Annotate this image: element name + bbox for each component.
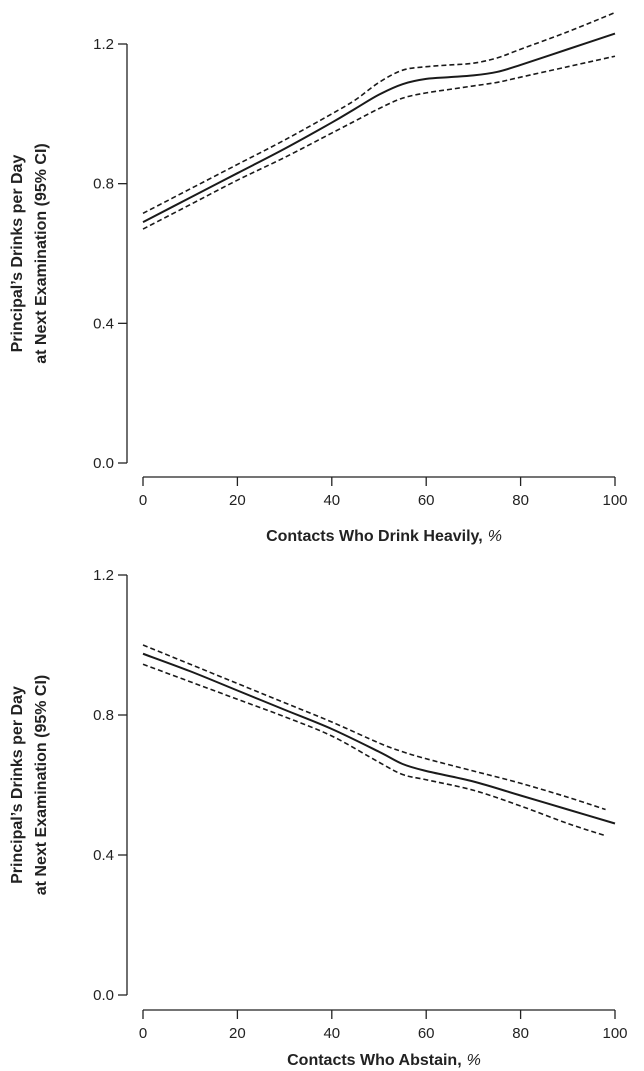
bottom-y-tick-label: 0.8 <box>93 707 114 724</box>
top-y-tick-label: 0.0 <box>93 455 114 472</box>
top-x-axis-title: Contacts Who Drink Heavily,% <box>266 528 502 545</box>
bottom-x-tick-label: 100 <box>602 1025 627 1042</box>
bottom-y-tick-label: 0.0 <box>93 987 114 1004</box>
bottom-x-axis-title-unit: % <box>467 1052 481 1069</box>
top-y-axis-title-line1: Principal’s Drinks per Day <box>9 155 26 353</box>
top-x-axis-title-text: Contacts Who Drink Heavily, <box>266 528 483 545</box>
bottom-y-tick-label: 0.4 <box>93 847 114 864</box>
bottom-x-tick-label: 20 <box>229 1025 246 1042</box>
bottom-y-axis-title-line2: at Next Examination (95% CI) <box>33 675 50 896</box>
bottom-x-tick-label: 80 <box>512 1025 529 1042</box>
top-chart: 0.0 0.4 0.8 1.2 0 20 40 60 80 100 Contacts Who Dri… <box>9 11 628 545</box>
bottom-ci-bound-line-1 <box>142 644 606 811</box>
top-y-tick-label: 0.8 <box>93 176 114 193</box>
bottom-y-axis-title-line1: Principal’s Drinks per Day <box>9 686 26 884</box>
bottom-x-tick-label: 0 <box>139 1025 147 1042</box>
top-x-axis-title-unit: % <box>488 528 502 545</box>
bottom-x-axis-title-text: Contacts Who Abstain, <box>287 1052 462 1069</box>
top-x-tick-label: 0 <box>139 492 147 509</box>
top-x-tick-label: 20 <box>229 492 246 509</box>
top-y-axis-title-line2: at Next Examination (95% CI) <box>33 143 50 364</box>
bottom-x-axis-title: Contacts Who Abstain,% <box>287 1052 481 1069</box>
top-x-tick-label: 40 <box>323 492 340 509</box>
top-x-tick-label: 60 <box>418 492 435 509</box>
top-estimate-line <box>142 32 616 223</box>
bottom-chart: 0.0 0.4 0.8 1.2 0 20 40 60 80 100 Contacts Who Abs… <box>9 567 628 1069</box>
top-y-tick-label: 0.4 <box>93 315 114 332</box>
top-ci-bound-line-2 <box>142 55 616 230</box>
bottom-y-tick-label: 1.2 <box>93 567 114 584</box>
top-y-tick-label: 1.2 <box>93 36 114 53</box>
top-ci-bound-line-1 <box>142 11 616 215</box>
top-x-tick-label: 80 <box>512 492 529 509</box>
top-x-tick-label: 100 <box>602 492 627 509</box>
bottom-estimate-line <box>142 652 616 825</box>
bottom-x-tick-label: 40 <box>323 1025 340 1042</box>
bottom-x-tick-label: 60 <box>418 1025 435 1042</box>
bottom-ci-bound-line-2 <box>142 663 606 837</box>
